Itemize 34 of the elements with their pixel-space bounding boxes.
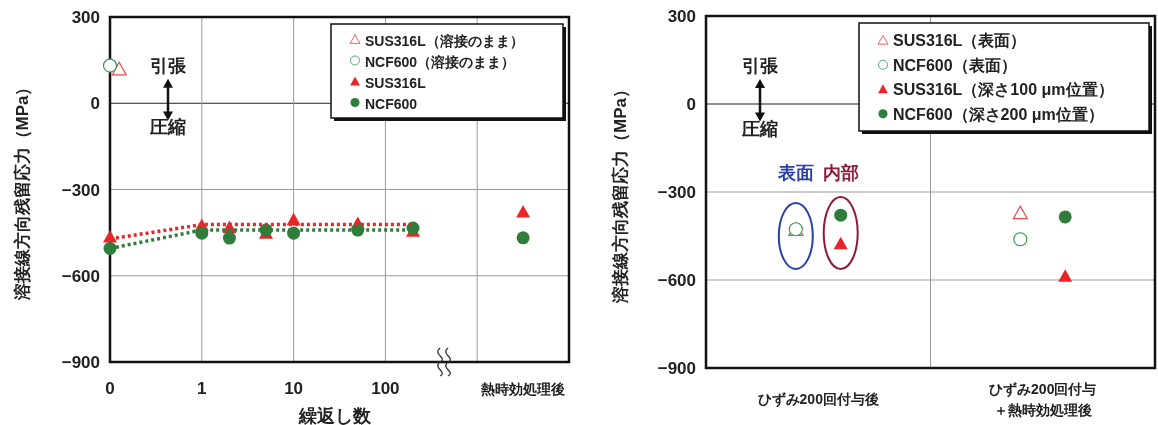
annotation: 表面 [776, 162, 814, 183]
y-tick-label: −300 [657, 183, 696, 202]
y-tick-label: 300 [71, 8, 100, 27]
legend-label: SUS316L [365, 74, 427, 91]
y-axis-title: 溶接線方向残留応力（MPa） [610, 81, 630, 304]
legend-label: NCF600 [365, 95, 418, 112]
y-tick-label: −900 [61, 353, 100, 372]
legend-label: NCF600（深さ200 μm位置） [893, 105, 1104, 124]
annotation: 引張 [150, 55, 187, 76]
y-axis-title: 溶接線方向残留応力（MPa） [12, 78, 32, 302]
y-tick-label: 300 [667, 7, 696, 26]
x-tick-label: ひずみ200回付与後 [757, 391, 879, 408]
legend-label: NCF600（表面） [893, 56, 1017, 75]
annotation: 引張 [742, 55, 779, 76]
x-axis-title: 繰返し数 [297, 406, 372, 425]
legend-label: SUS316L（溶接のまま） [365, 32, 524, 49]
y-tick-label: 0 [90, 94, 100, 114]
annotation: 内部 [822, 162, 859, 183]
x-tick-label: 10 [284, 379, 304, 398]
annotation: 圧縮 [741, 118, 778, 139]
x-tick-label: 100 [371, 379, 400, 398]
y-tick-label: −300 [61, 180, 100, 200]
legend-label: SUS316L（表面） [893, 32, 1027, 51]
legend-label: SUS316L（深さ100 μm位置） [893, 81, 1114, 100]
y-tick-label: −600 [657, 271, 696, 290]
x-tick-label: 0 [105, 379, 115, 398]
y-tick-label: −900 [657, 359, 696, 378]
x-tick-label: 1 [197, 379, 207, 398]
legend-label: NCF600（溶接のまま） [365, 53, 516, 70]
x-tick-label: 熱時効処理後 [480, 381, 566, 397]
y-tick-label: −600 [61, 266, 100, 286]
y-tick-label: 0 [686, 95, 696, 114]
annotation: 圧縮 [149, 117, 186, 138]
x-tick-label: ひずみ200回付与＋熱時効処理後 [989, 381, 1097, 418]
